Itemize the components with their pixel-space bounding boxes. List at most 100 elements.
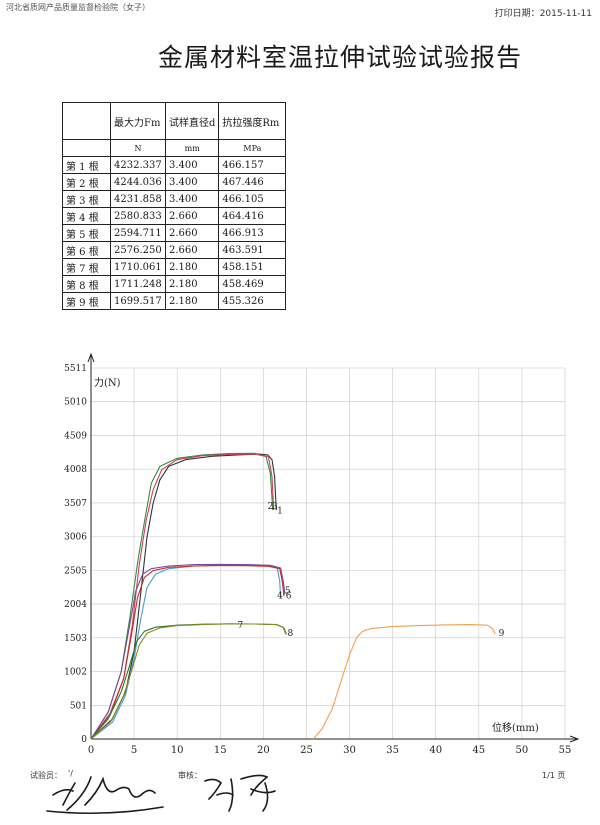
y-tick-label: 3507 (64, 499, 87, 509)
row-label-cell: 第 3 根 (62, 190, 111, 208)
curve-label: 8 (287, 629, 293, 639)
y-tick-label: 4509 (64, 431, 87, 441)
y-axis-arrow (87, 352, 95, 363)
table-row: 第 5 根 2594.711 2.660 466.913 (62, 224, 287, 242)
header-organization: 河北省质网产品质量监督检验院（女子） (6, 3, 150, 12)
table-cell: 3.400 (164, 156, 220, 174)
table-cell: 466.105 (218, 190, 287, 208)
x-axis-label: 位移(mm) (492, 721, 539, 734)
y-tick-label: 2505 (64, 566, 87, 576)
row-label-cell: 第 5 根 (62, 224, 111, 242)
curve-label: 6 (286, 591, 292, 601)
table-cell: 4244.036 (110, 173, 166, 191)
x-tick-label: 40 (429, 745, 442, 756)
x-tick-label: 30 (343, 745, 356, 756)
table-row: 第 7 根 1710.061 2.180 458.151 (62, 258, 287, 276)
table-cell: 2.180 (164, 292, 220, 310)
y-tick-label: 5511 (64, 364, 87, 374)
results-table: 最大力Fm 试样直径d 抗拉强度Rm N mm MPa 第 1 根 4232.33… (62, 102, 287, 310)
tester-mark: '/ (68, 769, 73, 778)
reviewer-signature (204, 774, 276, 812)
curve-label: 3 (272, 502, 278, 512)
table-unit-row: N mm MPa (62, 139, 287, 157)
table-unit-cell: mm (164, 139, 220, 157)
table-row: 第 3 根 4231.858 3.400 466.105 (62, 190, 287, 208)
table-cell: 1710.061 (110, 258, 166, 276)
series-line-3 (90, 453, 275, 740)
signature-underline (46, 806, 164, 815)
table-row: 第 6 根 2576.250 2.660 463.591 (62, 241, 287, 259)
y-tick-label: 501 (70, 701, 87, 711)
y-tick-label: 2004 (64, 600, 87, 610)
print-date: 打印日期：2015-11-11 (495, 6, 592, 19)
y-tick-label: 3006 (64, 533, 87, 543)
curve-label: 2 (268, 502, 274, 512)
table-cell: 1711.248 (110, 275, 166, 293)
x-tick-label: 45 (472, 745, 485, 756)
x-tick-label: 55 (559, 745, 572, 756)
table-cell: 2.180 (164, 275, 220, 293)
table-cell: 455.326 (218, 292, 287, 310)
table-row: 第 1 根 4232.337 3.400 466.157 (62, 156, 287, 174)
y-tick-label: 0 (81, 735, 87, 745)
series-line-2 (90, 452, 274, 740)
x-tick-label: 5 (131, 745, 137, 756)
table-unit-cell: MPa (218, 139, 287, 157)
x-tick-label: 25 (300, 745, 313, 756)
table-cell: 463.591 (218, 241, 287, 259)
print-date-value: 2015-11-11 (539, 9, 592, 19)
table-cell: 3.400 (164, 173, 220, 191)
table-cell: 467.446 (218, 173, 287, 191)
curve-label: 9 (499, 629, 505, 639)
row-label-cell: 第 2 根 (62, 173, 111, 191)
x-tick-label: 15 (214, 745, 227, 756)
table-cell: 466.913 (218, 224, 287, 242)
table-cell: 2576.250 (110, 241, 166, 259)
x-tick-label: 35 (386, 745, 399, 756)
y-tick-label: 1503 (64, 634, 87, 644)
x-tick-label: 50 (516, 745, 529, 756)
y-tick-label: 4008 (64, 465, 87, 475)
tester-label: 试验员： (30, 771, 62, 780)
page-title: 金属材料室温拉伸试验试验报告 (157, 43, 522, 72)
x-tick-label: 10 (171, 745, 184, 756)
series-line-4 (90, 564, 282, 740)
series-line-1 (90, 453, 277, 740)
table-header-cell: 最大力Fm (110, 102, 166, 140)
row-label-cell: 第 7 根 (62, 258, 111, 276)
table-cell: 458.469 (218, 275, 287, 293)
row-label-cell: 第 8 根 (62, 275, 111, 293)
y-tick-label: 1002 (64, 668, 87, 678)
series-line-8 (90, 623, 288, 740)
row-label-cell: 第 9 根 (62, 292, 111, 310)
curve-label: 1 (277, 506, 283, 516)
table-header-row: 最大力Fm 试样直径d 抗拉强度Rm (62, 102, 287, 140)
reviewer-label: 审核： (178, 771, 202, 780)
x-tick-label: 20 (257, 745, 270, 756)
table-cell: 466.157 (218, 156, 287, 174)
table-header-cell: 抗拉强度Rm (218, 102, 287, 140)
page-number: 1/1 页 (542, 771, 566, 780)
table-cell: 4231.858 (110, 190, 166, 208)
table-unit-cell: N (110, 139, 166, 157)
table-cell: 4232.337 (110, 156, 166, 174)
table-cell: 2.660 (164, 224, 220, 242)
table-cell: 1699.517 (110, 292, 166, 310)
table-body: 第 1 根 4232.337 3.400 466.157 第 2 根 4244.036 3.… (62, 156, 287, 310)
curve-label: 7 (238, 621, 244, 631)
table-header-cell (62, 102, 111, 140)
table-cell: 2.180 (164, 258, 220, 276)
signature-marks (46, 774, 276, 815)
table-cell: 2580.833 (110, 207, 166, 225)
table-cell: 3.400 (164, 190, 220, 208)
series-line-6 (90, 565, 285, 740)
y-tick-label: 5010 (64, 398, 87, 408)
table-unit-cell (62, 139, 111, 157)
curve-label: 5 (285, 587, 291, 597)
table-row: 第 8 根 1711.248 2.180 458.469 (62, 275, 287, 293)
row-label-cell: 第 1 根 (62, 156, 111, 174)
table-cell: 464.416 (218, 207, 287, 225)
force-displacement-chart: 0 5 10 15 20 25 30 35 40 45 50 55050110021503200425… (64, 352, 580, 756)
series-line-5 (90, 563, 286, 740)
series-line-9 (312, 624, 496, 740)
